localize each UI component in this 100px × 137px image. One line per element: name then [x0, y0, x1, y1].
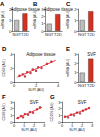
svg-text:T2D: T2D	[87, 83, 95, 88]
svg-text:mRNA (AU): mRNA (AU)	[33, 11, 37, 29]
svg-text:0: 0	[10, 119, 13, 125]
svg-text:1: 1	[10, 113, 13, 118]
svg-text:NGT: NGT	[78, 83, 87, 88]
svg-text:0: 0	[61, 123, 64, 128]
svg-text:3: 3	[43, 123, 46, 128]
svg-text:Adipose tissue: Adipose tissue	[11, 7, 41, 12]
svg-text:0: 0	[13, 123, 16, 128]
svg-text:4: 4	[57, 83, 60, 88]
svg-text:SLPI (AU): SLPI (AU)	[28, 88, 44, 92]
svg-text:3: 3	[41, 6, 44, 12]
svg-text:T2D: T2D	[87, 32, 95, 37]
svg-text:1: 1	[71, 123, 74, 128]
svg-text:3: 3	[58, 100, 61, 105]
svg-text:mRNA (AU): mRNA (AU)	[66, 59, 70, 77]
svg-text:2: 2	[81, 123, 84, 128]
svg-text:0: 0	[74, 29, 77, 34]
svg-text:CD68 (AU): CD68 (AU)	[2, 59, 6, 76]
svg-text:2: 2	[33, 123, 36, 128]
svg-text:CD206 (AU): CD206 (AU)	[50, 102, 54, 121]
svg-text:NGT: NGT	[78, 32, 87, 37]
svg-text:C: C	[66, 1, 71, 7]
svg-text:A: A	[0, 1, 5, 7]
svg-text:3: 3	[74, 52, 77, 57]
svg-text:3: 3	[91, 123, 94, 128]
svg-text:0: 0	[9, 29, 12, 34]
svg-text:CD68 (AU): CD68 (AU)	[2, 103, 6, 120]
svg-text:2: 2	[74, 7, 77, 12]
svg-text:2: 2	[74, 61, 77, 66]
svg-text:T2D: T2D	[21, 32, 29, 37]
svg-text:4: 4	[10, 52, 13, 57]
svg-text:0: 0	[41, 29, 44, 34]
svg-text:G: G	[50, 94, 55, 100]
svg-text:2: 2	[10, 66, 13, 71]
svg-text:SVF: SVF	[78, 100, 87, 105]
svg-text:3: 3	[10, 100, 13, 105]
svg-text:0: 0	[74, 80, 77, 85]
svg-text:1: 1	[58, 113, 61, 118]
svg-text:NGT: NGT	[12, 32, 21, 37]
svg-text:2: 2	[41, 14, 44, 19]
svg-text:SVF: SVF	[87, 52, 96, 57]
svg-text:B: B	[33, 1, 38, 7]
svg-text:1: 1	[9, 18, 12, 23]
svg-text:0: 0	[58, 119, 61, 125]
svg-text:NGT: NGT	[45, 32, 54, 37]
svg-text:mRNA (AU): mRNA (AU)	[66, 11, 70, 29]
svg-text:SLPI (AU): SLPI (AU)	[69, 128, 85, 132]
svg-text:D: D	[2, 46, 7, 52]
svg-text:2: 2	[10, 106, 13, 111]
svg-text:2: 2	[35, 83, 38, 88]
svg-text:SVF: SVF	[30, 100, 39, 105]
svg-text:1: 1	[23, 123, 26, 128]
svg-text:1: 1	[74, 70, 77, 75]
svg-text:1: 1	[74, 18, 77, 23]
svg-text:E: E	[66, 46, 70, 52]
svg-text:1: 1	[41, 21, 44, 26]
svg-text:T2D: T2D	[54, 32, 62, 37]
svg-text:Adipose tissue: Adipose tissue	[26, 52, 56, 57]
svg-text:SLPI (AU): SLPI (AU)	[21, 128, 37, 132]
svg-text:mRNA (AU): mRNA (AU)	[1, 11, 5, 29]
svg-text:0: 0	[10, 79, 13, 85]
svg-text:F: F	[2, 94, 6, 100]
svg-text:0: 0	[13, 83, 16, 88]
svg-text:2: 2	[58, 106, 61, 111]
svg-text:Adipose tissue: Adipose tissue	[44, 7, 74, 12]
